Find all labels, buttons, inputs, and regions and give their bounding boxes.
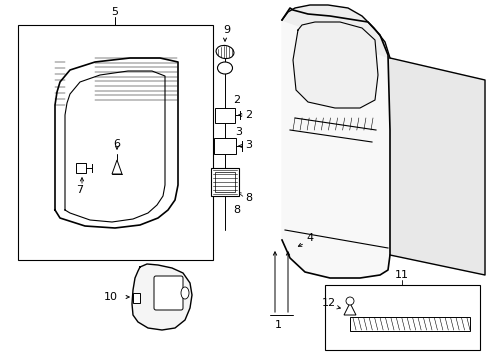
- Text: 6: 6: [113, 139, 120, 149]
- Bar: [215, 172, 235, 192]
- Bar: [215, 108, 235, 123]
- Bar: [349, 317, 469, 331]
- Polygon shape: [282, 8, 389, 278]
- Text: 2: 2: [233, 95, 240, 105]
- Polygon shape: [112, 160, 122, 174]
- Text: 1: 1: [274, 320, 281, 330]
- Text: 12: 12: [321, 298, 335, 308]
- Polygon shape: [343, 303, 355, 315]
- Text: 3: 3: [244, 140, 251, 150]
- Text: 8: 8: [244, 193, 252, 203]
- Text: 10: 10: [104, 292, 118, 302]
- Circle shape: [346, 297, 353, 305]
- FancyBboxPatch shape: [154, 276, 183, 310]
- Bar: [214, 138, 236, 154]
- Text: 3: 3: [235, 127, 242, 137]
- Polygon shape: [132, 264, 192, 330]
- Bar: [76, 163, 86, 173]
- Ellipse shape: [217, 62, 232, 74]
- Text: 5: 5: [111, 7, 118, 17]
- Text: 11: 11: [394, 270, 408, 280]
- Text: 7: 7: [76, 185, 83, 195]
- Text: 8: 8: [233, 205, 240, 215]
- Bar: [210, 168, 239, 196]
- Text: 2: 2: [244, 110, 252, 120]
- Polygon shape: [282, 5, 389, 58]
- Bar: [133, 293, 140, 303]
- Bar: [325, 285, 479, 350]
- Polygon shape: [292, 22, 377, 108]
- Polygon shape: [389, 58, 484, 275]
- Text: 9: 9: [223, 25, 230, 35]
- Text: 4: 4: [306, 233, 313, 243]
- Bar: [18, 25, 213, 260]
- Ellipse shape: [216, 45, 233, 59]
- Ellipse shape: [181, 287, 189, 299]
